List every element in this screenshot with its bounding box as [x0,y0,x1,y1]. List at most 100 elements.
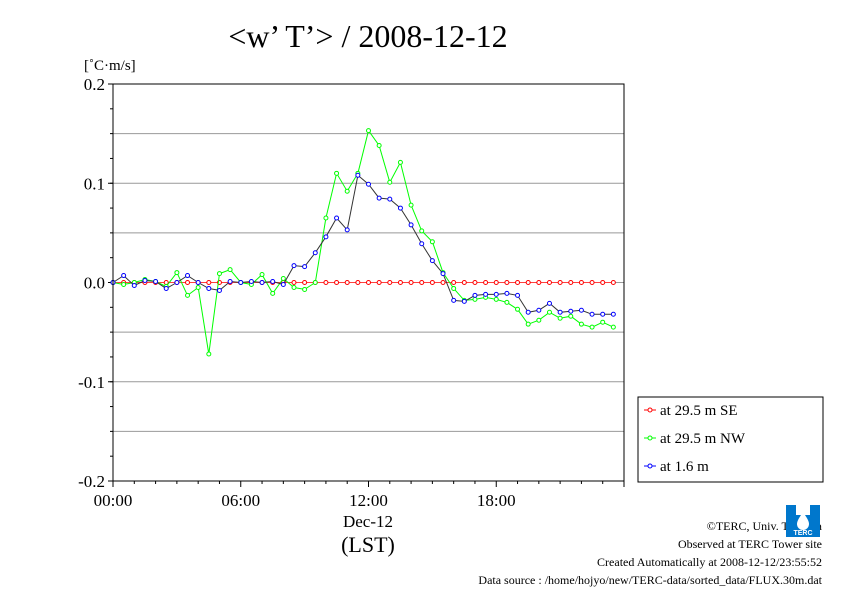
data-point [206,285,212,291]
data-point [429,239,435,245]
data-point [323,215,329,221]
y-tick-label: 0.1 [84,174,105,193]
data-point [131,282,137,288]
data-point [334,280,340,285]
data-point [504,280,510,285]
data-point [546,300,552,306]
data-point [536,307,542,313]
footer-source: Data source : /home/hojyo/new/TERC-data/… [478,573,822,587]
x-tick-label: 18:00 [477,491,516,510]
x-tick-label: 12:00 [349,491,388,510]
svg-text:TERC: TERC [793,530,812,537]
data-point [334,215,340,221]
data-point [429,258,435,264]
y-axis-ticks: -0.2 -0.1 0.0 0.1 0.2 [78,75,113,491]
data-point [366,128,371,134]
data-point [280,281,286,287]
x-date-label: Dec-12 [343,512,393,531]
data-point [312,280,318,285]
data-point [483,291,489,297]
data-point [302,286,308,292]
data-point [366,280,371,285]
data-point [610,280,616,285]
chart-title: <w’ T’> / 2008-12-12 [228,18,507,54]
series-3 [110,172,616,317]
data-point [536,317,542,323]
data-point [334,170,340,176]
data-point [121,281,127,287]
data-point [174,280,180,285]
legend-box [637,396,824,483]
data-point [504,299,510,305]
data-point [451,285,457,291]
legend-marker [647,407,653,413]
data-point [344,280,350,285]
x-axis-label: (LST) [341,532,395,557]
data-point [153,279,159,285]
data-point [248,279,254,285]
data-point [578,280,584,285]
data-point [206,351,212,357]
data-point [610,324,616,330]
data-point [185,273,191,279]
data-point [344,188,350,194]
data-point [536,280,542,285]
data-point [557,315,563,321]
data-point [525,280,531,285]
data-point [270,290,276,296]
data-point [472,292,478,298]
data-point [323,234,329,240]
data-point [461,298,467,304]
data-point [185,292,191,298]
data-point [408,202,414,208]
data-point [472,296,478,302]
data-point [589,311,595,317]
data-point [440,280,446,285]
data-point [504,290,510,296]
series-2 [110,128,616,357]
data-point [238,280,244,285]
data-point [408,280,414,285]
data-point [493,291,499,297]
data-point [280,276,286,282]
data-point [419,228,425,234]
data-point [600,280,606,285]
data-point [344,227,350,233]
data-point [323,280,329,285]
data-point [376,280,382,285]
data-point [216,271,222,277]
data-point [600,319,606,325]
data-point [142,278,148,284]
data-point [419,241,425,247]
x-tick-label: 06:00 [221,491,260,510]
x-axis-ticks: 00:00 06:00 12:00 18:00 [94,481,625,510]
legend-label: at 29.5 m NW [660,431,746,447]
data-point [270,279,276,285]
data-point [546,280,552,285]
data-point [515,306,521,312]
data-point [259,280,265,285]
data-point [429,280,435,285]
data-point [387,179,393,185]
data-point [419,280,425,285]
data-point [291,280,297,285]
data-point [291,263,297,269]
legend: at 29.5 m SE at 29.5 m NW at 1.6 m [637,396,824,483]
data-point [195,280,201,285]
data-point [376,195,382,201]
data-point [355,280,361,285]
data-point [525,321,531,327]
terc-logo-icon: TERC [786,505,820,537]
data-point [589,324,595,330]
data-point [557,280,563,285]
data-point [568,308,574,314]
data-point [461,280,467,285]
data-point [376,143,382,149]
data-point [206,280,212,285]
data-point [451,280,457,285]
data-point [525,309,531,315]
data-point [515,280,521,285]
data-point [195,284,201,290]
data-point [185,280,191,285]
data-point [493,296,499,302]
